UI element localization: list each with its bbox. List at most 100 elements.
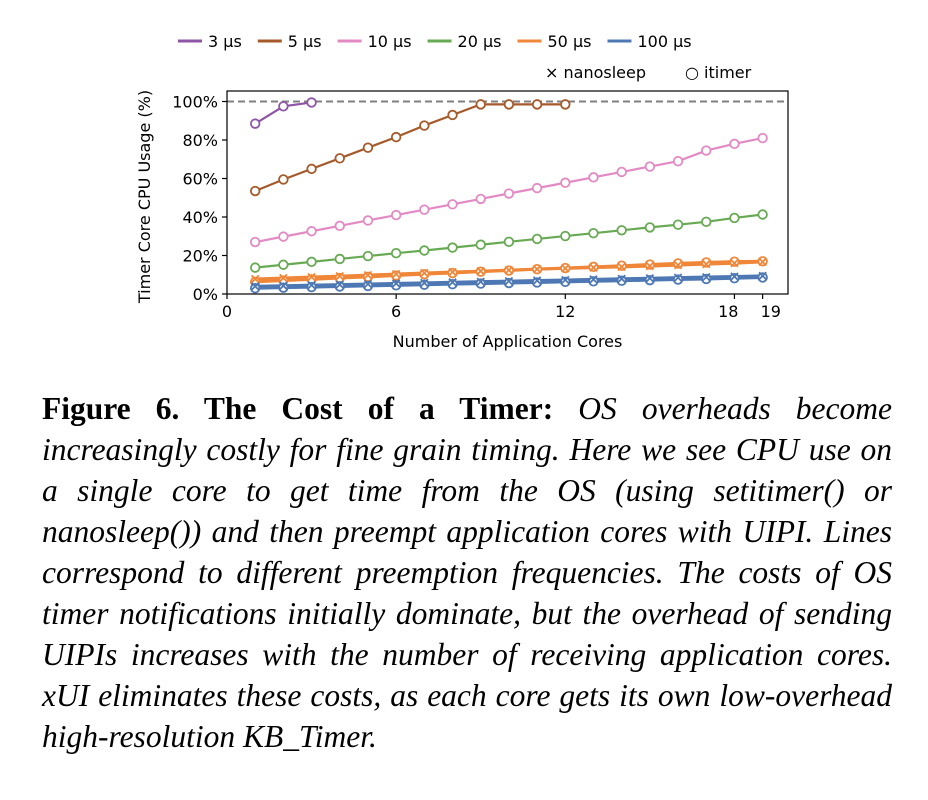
data-point-itimer	[390, 280, 402, 291]
data-point-nanosleep	[250, 274, 260, 284]
data-point-nanosleep	[617, 262, 626, 272]
data-point-nanosleep	[561, 275, 570, 285]
data-point-itimer	[616, 275, 627, 286]
data-point-itimer	[306, 163, 317, 175]
data-point-itimer	[447, 109, 458, 121]
x-axis-label: Number of Application Cores	[393, 332, 623, 351]
data-point-nanosleep	[448, 267, 457, 277]
legend-marker-itimer: ○ itimer	[685, 63, 752, 82]
data-point-nanosleep	[363, 270, 373, 280]
data-point-itimer	[362, 250, 374, 262]
data-point-nanosleep	[307, 272, 316, 282]
axes: 0% 20% 40% 60% 80% 100% 0 6 12 18 19 Number of Appl…	[135, 90, 789, 351]
data-point-itimer	[644, 161, 656, 172]
y-tick-label: 20%	[182, 247, 218, 266]
data-point-itimer	[757, 272, 768, 283]
x-tick-label: 19	[761, 302, 781, 321]
data-point-itimer	[390, 131, 402, 143]
data-point-itimer	[278, 174, 289, 185]
legend-label: 20 μs	[458, 32, 502, 51]
data-point-nanosleep	[645, 261, 655, 271]
data-point-itimer	[672, 258, 684, 269]
data-point-itimer	[560, 99, 571, 110]
data-point-nanosleep	[420, 278, 429, 288]
data-point-itimer	[249, 185, 261, 197]
legend: 3 μs 5 μs 10 μs 20 μs 50 μs 100 μs × nanosleep…	[178, 32, 752, 82]
data-point-nanosleep	[702, 272, 711, 282]
x-tick-label: 18	[718, 302, 738, 321]
y-tick-label: 60%	[182, 170, 218, 189]
legend-label: 100 μs	[637, 32, 691, 51]
legend-label: 3 μs	[208, 32, 242, 51]
data-point-itimer	[729, 138, 740, 150]
data-point-itimer	[672, 155, 684, 167]
data-point-itimer	[390, 270, 402, 281]
legend-label: 50 μs	[548, 32, 592, 51]
data-point-itimer	[475, 239, 486, 250]
data-point-itimer	[278, 282, 289, 293]
data-point-itimer	[362, 215, 374, 226]
data-point-itimer	[249, 283, 261, 294]
x-tick-label: 0	[222, 302, 232, 321]
data-point-itimer	[588, 227, 599, 239]
data-point-itimer	[475, 99, 486, 110]
data-point-nanosleep	[279, 273, 288, 283]
data-point-itimer	[729, 256, 740, 267]
data-point-itimer	[475, 278, 486, 289]
data-point-itimer	[503, 236, 515, 248]
data-point-itimer	[334, 153, 345, 164]
data-point-nanosleep	[673, 260, 683, 270]
data-point-itimer	[672, 219, 684, 230]
data-point-itimer	[701, 145, 712, 156]
data-point-itimer	[306, 226, 317, 237]
series-20μs	[249, 209, 768, 273]
data-point-itimer	[306, 256, 317, 268]
data-point-itimer	[560, 177, 571, 188]
data-point-nanosleep	[335, 280, 345, 289]
data-point-itimer	[757, 132, 768, 144]
series-line-itimer	[254, 103, 566, 193]
data-point-itimer	[644, 222, 656, 233]
data-point-itimer	[701, 257, 712, 268]
data-point-itimer	[503, 188, 515, 199]
series-10μs	[249, 132, 768, 248]
caption-label: Figure 6. The Cost of a Timer:	[42, 391, 554, 426]
data-point-itimer	[531, 233, 543, 245]
data-point-itimer	[475, 193, 486, 205]
data-point-itimer	[672, 274, 684, 285]
data-point-nanosleep	[758, 271, 767, 281]
data-point-itimer	[531, 99, 543, 110]
data-point-itimer	[503, 99, 515, 110]
y-tick-label: 80%	[182, 131, 218, 150]
y-axis-label: Timer Core CPU Usage (%)	[135, 90, 154, 304]
data-point-nanosleep	[391, 269, 401, 279]
data-point-itimer	[588, 172, 599, 183]
data-point-itimer	[334, 253, 345, 265]
data-point-nanosleep	[730, 272, 739, 281]
data-point-itimer	[278, 259, 289, 270]
data-point-nanosleep	[561, 264, 570, 273]
data-point-itimer	[278, 231, 289, 242]
figure-caption: Figure 6. The Cost of a Timer: OS overhe…	[42, 388, 892, 757]
data-point-itimer	[701, 216, 712, 228]
data-point-itimer	[419, 279, 430, 290]
data-point-nanosleep	[279, 281, 288, 290]
data-point-itimer	[531, 182, 543, 194]
data-point-nanosleep	[730, 258, 739, 268]
data-point-itimer	[560, 276, 571, 288]
series-50μs	[249, 256, 768, 288]
data-point-nanosleep	[504, 276, 514, 286]
data-point-itimer	[644, 274, 656, 286]
legend-label: 10 μs	[368, 32, 412, 51]
data-point-nanosleep	[645, 273, 655, 283]
data-point-nanosleep	[476, 277, 485, 286]
data-point-itimer	[390, 209, 402, 221]
data-point-nanosleep	[335, 271, 345, 281]
data-point-itimer	[334, 281, 345, 292]
data-point-itimer	[278, 101, 289, 112]
data-point-itimer	[531, 277, 543, 288]
data-point-nanosleep	[589, 263, 598, 272]
data-point-itimer	[419, 120, 430, 131]
data-point-itimer	[362, 142, 374, 153]
data-point-itimer	[616, 166, 627, 178]
